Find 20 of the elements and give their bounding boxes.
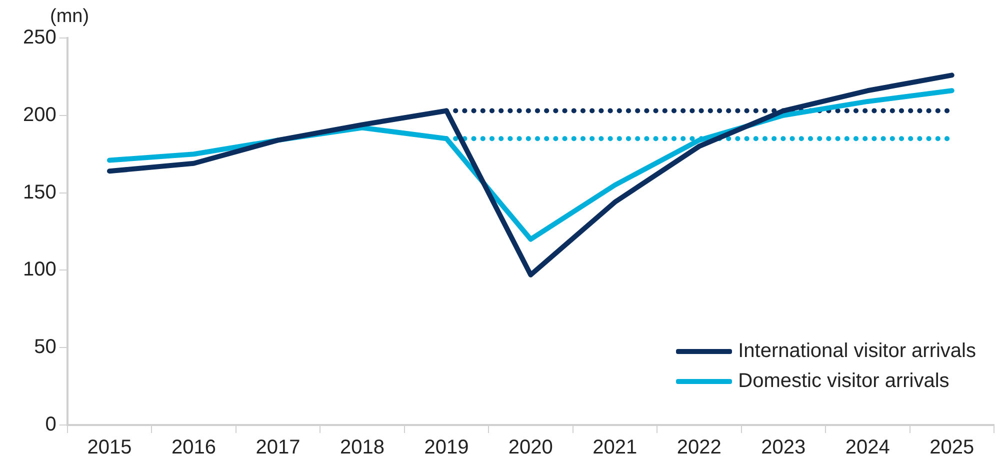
y-tick-label: 150 — [22, 181, 56, 204]
y-tick-label: 200 — [22, 104, 56, 126]
x-tick-label: 2015 — [87, 436, 132, 459]
legend-label: International visitor arrivals — [738, 340, 976, 362]
y-tick-label: 0 — [45, 414, 56, 436]
x-tick-label: 2020 — [508, 436, 553, 459]
x-tick-label: 2022 — [676, 436, 722, 459]
legend-label: Domestic visitor arrivals — [738, 370, 950, 392]
y-tick-label: 100 — [22, 258, 56, 281]
x-tick-label: 2025 — [930, 436, 974, 459]
x-tick-label: 2021 — [592, 436, 638, 459]
x-tick-label: 2023 — [761, 436, 806, 459]
x-tick-label: 2017 — [256, 436, 300, 459]
x-tick-label: 2018 — [340, 436, 384, 459]
x-tick-label: 2024 — [845, 436, 890, 459]
x-tick-label: 2019 — [424, 436, 469, 459]
x-tick-label: 2016 — [171, 436, 216, 459]
y-tick-label: 50 — [34, 336, 56, 358]
y-tick-label: 250 — [22, 26, 56, 49]
y-axis-title: (mn) — [50, 6, 90, 28]
